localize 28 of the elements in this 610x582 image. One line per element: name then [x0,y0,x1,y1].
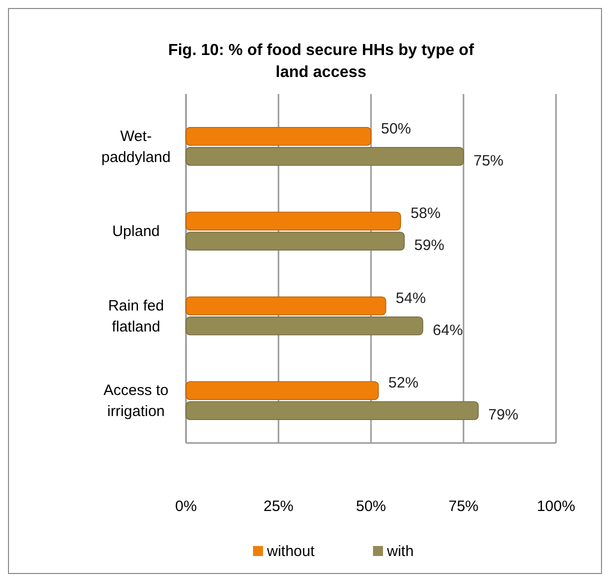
data-label: 50% [381,120,412,138]
x-tick-label: 50% [356,498,386,515]
data-label: 59% [414,237,444,254]
legend-label: without [266,543,316,560]
bar [186,212,401,231]
x-tick-label: 75% [448,498,479,515]
y-tick-label: Access to irrigation [103,382,169,420]
y-tick-label: Rain fed flatland [108,297,164,336]
bar [186,316,424,336]
x-tick-label: 25% [263,498,294,515]
x-tick-label: 100% [536,498,576,515]
x-tick-label: 0% [175,498,197,515]
bar [186,381,379,400]
bar [186,232,405,251]
bar [186,296,386,316]
data-label: 79% [488,406,518,424]
chart-title: Fig. 10: % of food secure HHs by type of land access [168,42,475,81]
bar [186,401,479,420]
legend-label: with [386,543,414,560]
data-label: 58% [410,205,441,222]
y-tick-label: Upland [112,223,160,240]
bar [186,146,464,166]
data-label: 54% [396,290,426,307]
data-label: 52% [388,374,418,392]
bar [186,126,372,146]
data-label: 75% [474,152,504,170]
y-tick-label: Wet-paddyland [101,128,171,166]
data-label: 64% [432,322,463,339]
